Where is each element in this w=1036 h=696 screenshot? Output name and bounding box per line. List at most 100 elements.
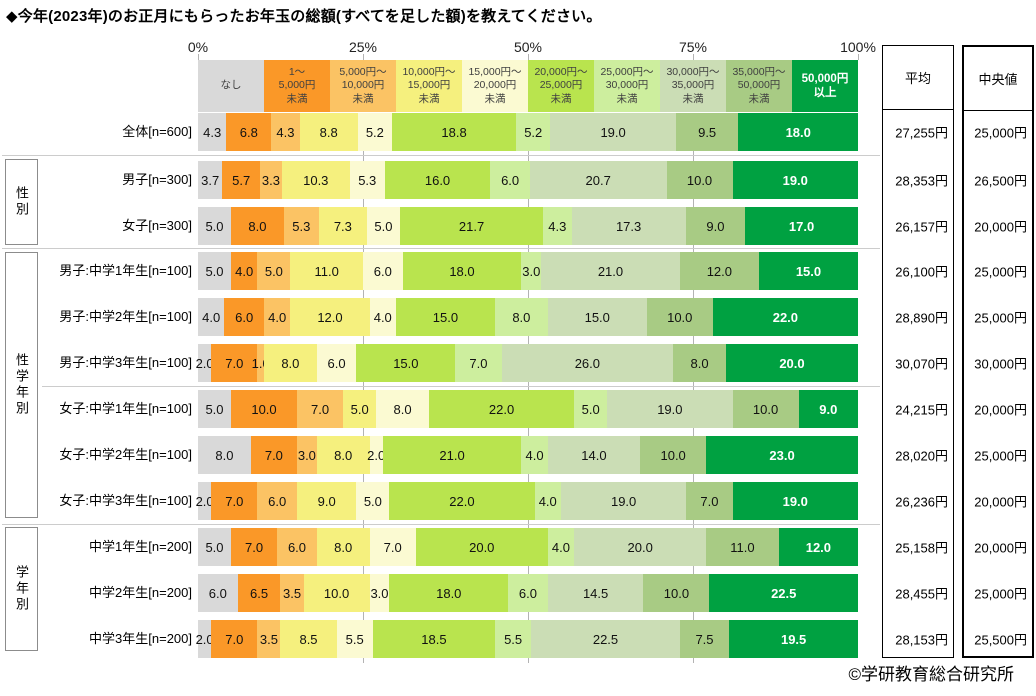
segment-value: 4.3 bbox=[203, 124, 222, 140]
bar-segment: 9.5 bbox=[675, 113, 739, 151]
bar-segment: 5.0 bbox=[198, 252, 231, 290]
segment-value: 20.0 bbox=[469, 539, 495, 555]
segment-value: 4.0 bbox=[551, 539, 570, 555]
bar-segment: 5.7 bbox=[222, 161, 261, 199]
segment-value: 5.0 bbox=[374, 218, 393, 234]
bar-segment: 5.0 bbox=[574, 390, 608, 428]
bar-segment: 3.0 bbox=[369, 574, 390, 612]
segment-value: 8.0 bbox=[512, 309, 531, 325]
segment-value: 21.0 bbox=[597, 263, 624, 279]
segment-value: 5.2 bbox=[365, 124, 384, 140]
median-header: 中央値 bbox=[964, 47, 1032, 111]
axis-tick-label: 25% bbox=[348, 39, 378, 55]
median-value: 20,000円 bbox=[974, 540, 1027, 556]
bar-segment: 6.8 bbox=[226, 113, 272, 151]
gridline-tick bbox=[693, 612, 694, 620]
bar-segment: 7.0 bbox=[211, 482, 258, 520]
stacked-bar: 5.0 10.0 7.0 5.0 8.0 22.0 5.0 19.0 10.0 9.0 bbox=[198, 390, 858, 428]
median-value: 25,000円 bbox=[974, 125, 1027, 141]
bar-segment: 5.2 bbox=[516, 113, 551, 151]
bar-segment: 7.0 bbox=[369, 528, 416, 566]
bar-segment: 4.0 bbox=[198, 298, 225, 336]
bar-segment: 2.0 bbox=[196, 344, 214, 382]
bar-segment: 10.3 bbox=[281, 161, 350, 199]
segment-value: 7.3 bbox=[333, 218, 352, 234]
gridline-tick bbox=[693, 336, 694, 344]
bar-segment: 10.0 bbox=[231, 390, 297, 428]
bar-segment: 6.0 bbox=[490, 161, 530, 199]
legend-item: 10,000円～ 15,000円 未満 bbox=[396, 60, 462, 112]
segment-value: 3.7 bbox=[201, 172, 220, 188]
bar-segment: 10.0 bbox=[732, 390, 799, 428]
axis-tick-label: 75% bbox=[678, 39, 708, 55]
segment-value: 5.0 bbox=[205, 218, 224, 234]
segment-value: 15.0 bbox=[584, 309, 610, 325]
bar-segment: 5.0 bbox=[198, 528, 231, 566]
segment-value: 11.0 bbox=[314, 263, 339, 279]
legend-item: 15,000円～ 20,000円 未満 bbox=[462, 60, 528, 112]
segment-value: 17.3 bbox=[615, 218, 642, 234]
bar-segment: 17.0 bbox=[745, 207, 858, 245]
segment-value: 22.0 bbox=[772, 309, 799, 325]
bar-segment: 7.0 bbox=[297, 390, 344, 428]
bar-segment: 15.0 bbox=[356, 344, 456, 382]
segment-value: 26.0 bbox=[574, 355, 600, 371]
bar-segment: 22.5 bbox=[709, 574, 858, 612]
segment-value: 3.5 bbox=[259, 631, 278, 647]
mean-column: 平均 bbox=[882, 45, 954, 658]
legend-item: 20,000円～ 25,000円 未満 bbox=[528, 60, 594, 112]
segment-value: 7.0 bbox=[225, 631, 244, 647]
bar-segment: 18.0 bbox=[402, 252, 522, 290]
segment-value: 2.0 bbox=[367, 447, 386, 463]
median-value: 25,000円 bbox=[974, 586, 1027, 602]
segment-value: 18.8 bbox=[441, 124, 467, 140]
bar-segment: 7.3 bbox=[318, 207, 367, 245]
gridline-tick bbox=[363, 290, 364, 298]
segment-value: 8.0 bbox=[334, 447, 353, 463]
bar-segment: 18.5 bbox=[372, 620, 495, 658]
segment-value: 20.0 bbox=[779, 355, 805, 371]
bar-segment: 3.7 bbox=[198, 161, 223, 199]
bar-segment: 20.0 bbox=[415, 528, 548, 566]
gridline-tick bbox=[528, 566, 529, 574]
bar-segment: 8.0 bbox=[494, 298, 548, 336]
row-label: 女子:中学1年生[n=100] bbox=[59, 401, 192, 416]
segment-value: 6.0 bbox=[373, 263, 392, 279]
gridline-tick bbox=[693, 474, 694, 482]
row-label: 男子:中学2年生[n=100] bbox=[59, 309, 192, 324]
segment-value: 21.0 bbox=[439, 447, 465, 463]
segment-value: 19.5 bbox=[780, 631, 807, 647]
bar-segment: 4.0 bbox=[547, 528, 575, 566]
bar-segment: 15.0 bbox=[547, 298, 647, 336]
segment-value: 15.0 bbox=[393, 355, 419, 371]
gridline-tick bbox=[528, 428, 529, 436]
mean-value: 24,215円 bbox=[895, 402, 948, 418]
gridline-tick bbox=[693, 151, 694, 161]
bar-segment: 19.5 bbox=[729, 620, 858, 658]
bar-segment: 5.0 bbox=[343, 390, 377, 428]
segment-value: 8.8 bbox=[319, 124, 338, 140]
bar-segment: 6.0 bbox=[257, 482, 297, 520]
bar-segment: 7.0 bbox=[686, 482, 733, 520]
bar-segment: 11.0 bbox=[706, 528, 779, 566]
bar-segment: 19.0 bbox=[550, 113, 676, 151]
segment-value: 6.0 bbox=[518, 585, 537, 601]
segment-value: 19.0 bbox=[657, 401, 683, 417]
segment-value: 4.3 bbox=[548, 218, 567, 234]
segment-value: 5.0 bbox=[205, 539, 224, 555]
median-value: 25,000円 bbox=[974, 448, 1027, 464]
mean-value: 26,100円 bbox=[895, 264, 948, 280]
bar-segment: 9.0 bbox=[685, 207, 746, 245]
row-label: 全体[n=600] bbox=[122, 124, 192, 139]
segment-value: 2.0 bbox=[195, 631, 214, 647]
bar-segment: 6.0 bbox=[224, 298, 264, 336]
bar-segment: 3.0 bbox=[296, 436, 317, 474]
stacked-bar: 2.0 7.0 3.5 8.5 5.5 18.5 5.5 22.5 7.5 19.5 bbox=[195, 620, 858, 658]
gridline-tick bbox=[528, 151, 529, 161]
row-label: 男子:中学3年生[n=100] bbox=[59, 355, 192, 370]
mean-value: 27,255円 bbox=[895, 125, 948, 141]
bar-segment: 7.0 bbox=[231, 528, 278, 566]
stacked-bar: 2.0 7.0 6.0 9.0 5.0 22.0 4.0 19.0 7.0 19.0 bbox=[196, 482, 858, 520]
segment-value: 4.0 bbox=[202, 309, 221, 325]
bar-segment: 19.0 bbox=[732, 482, 858, 520]
